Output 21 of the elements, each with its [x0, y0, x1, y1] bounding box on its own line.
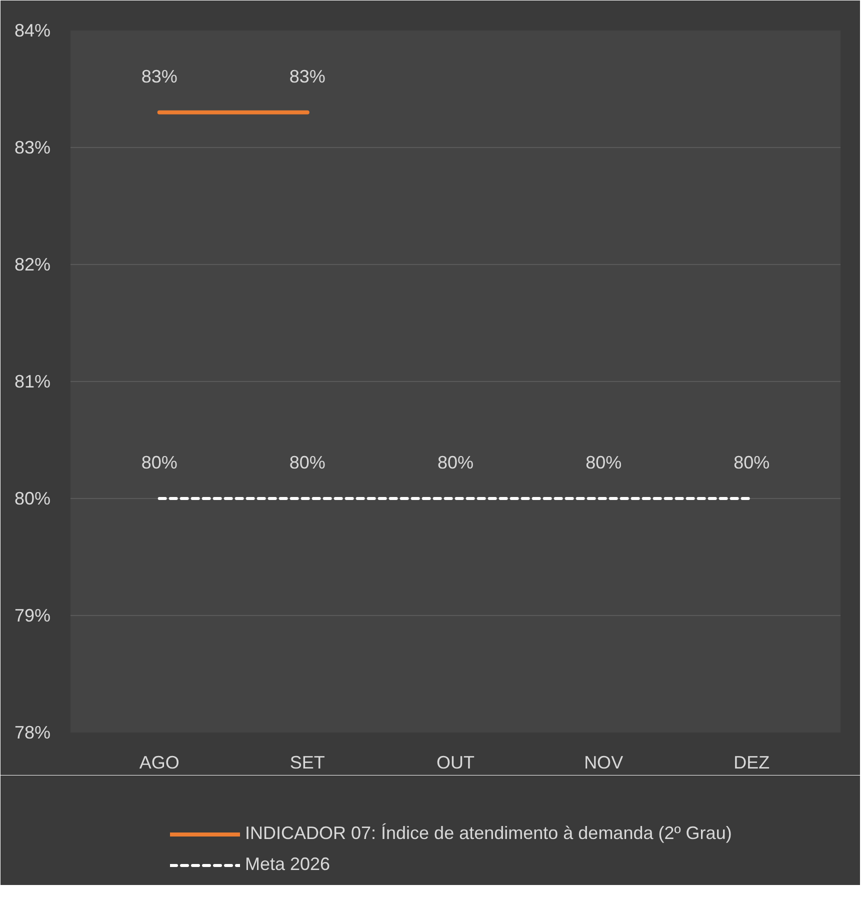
legend-label: Meta 2026 — [245, 854, 330, 875]
y-tick-label: 82% — [14, 254, 51, 274]
data-label: 80% — [141, 452, 178, 472]
x-tick-label: AGO — [139, 752, 180, 772]
data-label: 80% — [734, 452, 770, 472]
x-tick-label: NOV — [584, 752, 624, 772]
y-tick-label: 80% — [14, 488, 51, 508]
data-label: 83% — [141, 66, 178, 86]
y-tick-label: 83% — [14, 138, 51, 158]
data-label: 80% — [437, 452, 474, 472]
x-tick-label: DEZ — [734, 752, 770, 772]
legend-label: INDICADOR 07: Índice de atendimento à demanda (2º Grau) — [245, 823, 732, 844]
data-label: 80% — [586, 452, 622, 472]
y-tick-label: 78% — [14, 722, 51, 742]
data-label: 80% — [289, 452, 326, 472]
y-tick-label: 79% — [14, 606, 51, 626]
data-label: 83% — [289, 66, 326, 86]
x-tick-label: SET — [290, 752, 325, 772]
x-tick-label: OUT — [436, 752, 474, 772]
y-tick-label: 81% — [14, 372, 51, 392]
y-tick-label: 84% — [14, 20, 51, 40]
